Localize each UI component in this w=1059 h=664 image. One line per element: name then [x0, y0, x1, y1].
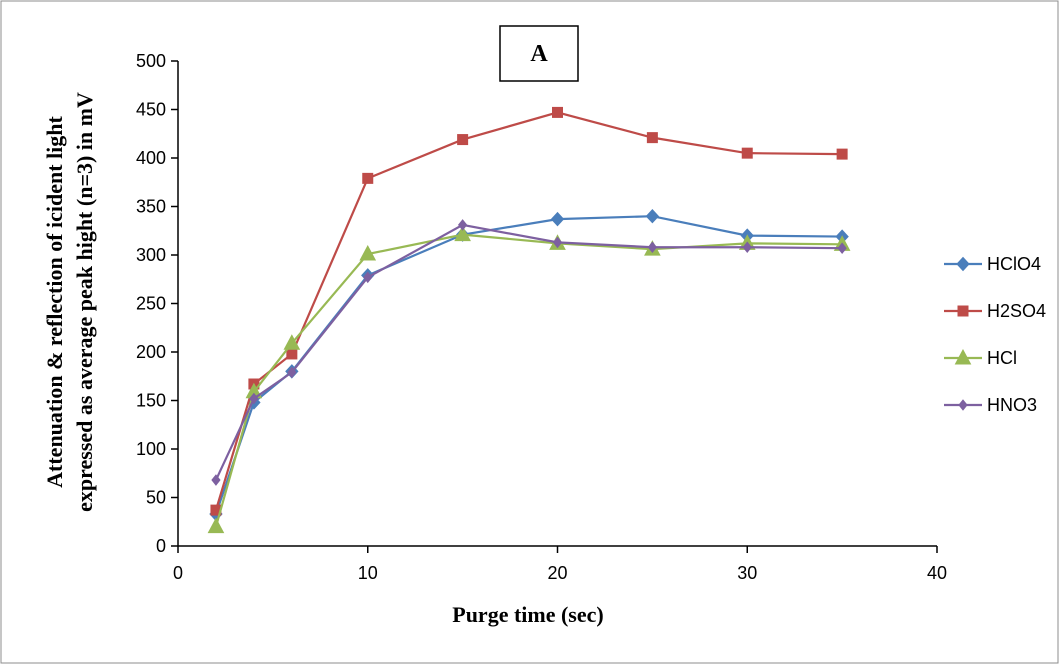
data-point-h2so4 [287, 349, 297, 359]
x-tick-label: 40 [927, 563, 947, 583]
x-tick-label: 10 [358, 563, 378, 583]
panel-label: A [530, 41, 548, 67]
y-tick-label: 250 [136, 294, 166, 314]
y-tick-label: 100 [136, 439, 166, 459]
legend-label-h2so4: H2SO4 [987, 301, 1046, 321]
y-tick-label: 400 [136, 148, 166, 168]
legend-label-hcl: HCl [987, 348, 1017, 368]
data-point-h2so4 [647, 133, 657, 143]
data-point-h2so4 [742, 148, 752, 158]
legend-label-hclo4: HClO4 [987, 254, 1041, 274]
x-axis-title: Purge time (sec) [452, 602, 603, 627]
data-point-h2so4 [458, 135, 468, 145]
y-tick-label: 500 [136, 51, 166, 71]
x-tick-label: 20 [547, 563, 567, 583]
y-tick-label: 150 [136, 391, 166, 411]
x-tick-label: 30 [737, 563, 757, 583]
data-point-h2so4 [553, 107, 563, 117]
y-tick-label: 300 [136, 245, 166, 265]
y-tick-label: 0 [156, 536, 166, 556]
legend-label-hno3: HNO3 [987, 395, 1037, 415]
y-tick-label: 350 [136, 197, 166, 217]
y-tick-label: 450 [136, 100, 166, 120]
legend-marker-h2so4 [958, 306, 968, 316]
data-point-h2so4 [363, 173, 373, 183]
y-axis-title-line-2: expressed as average peak hight (n=3) in… [72, 92, 97, 512]
y-tick-label: 200 [136, 342, 166, 362]
y-tick-label: 50 [146, 488, 166, 508]
y-axis-title-line-1: Attenuation & reflection of icident ligh… [42, 115, 67, 487]
data-point-h2so4 [837, 149, 847, 159]
x-tick-label: 0 [173, 563, 183, 583]
